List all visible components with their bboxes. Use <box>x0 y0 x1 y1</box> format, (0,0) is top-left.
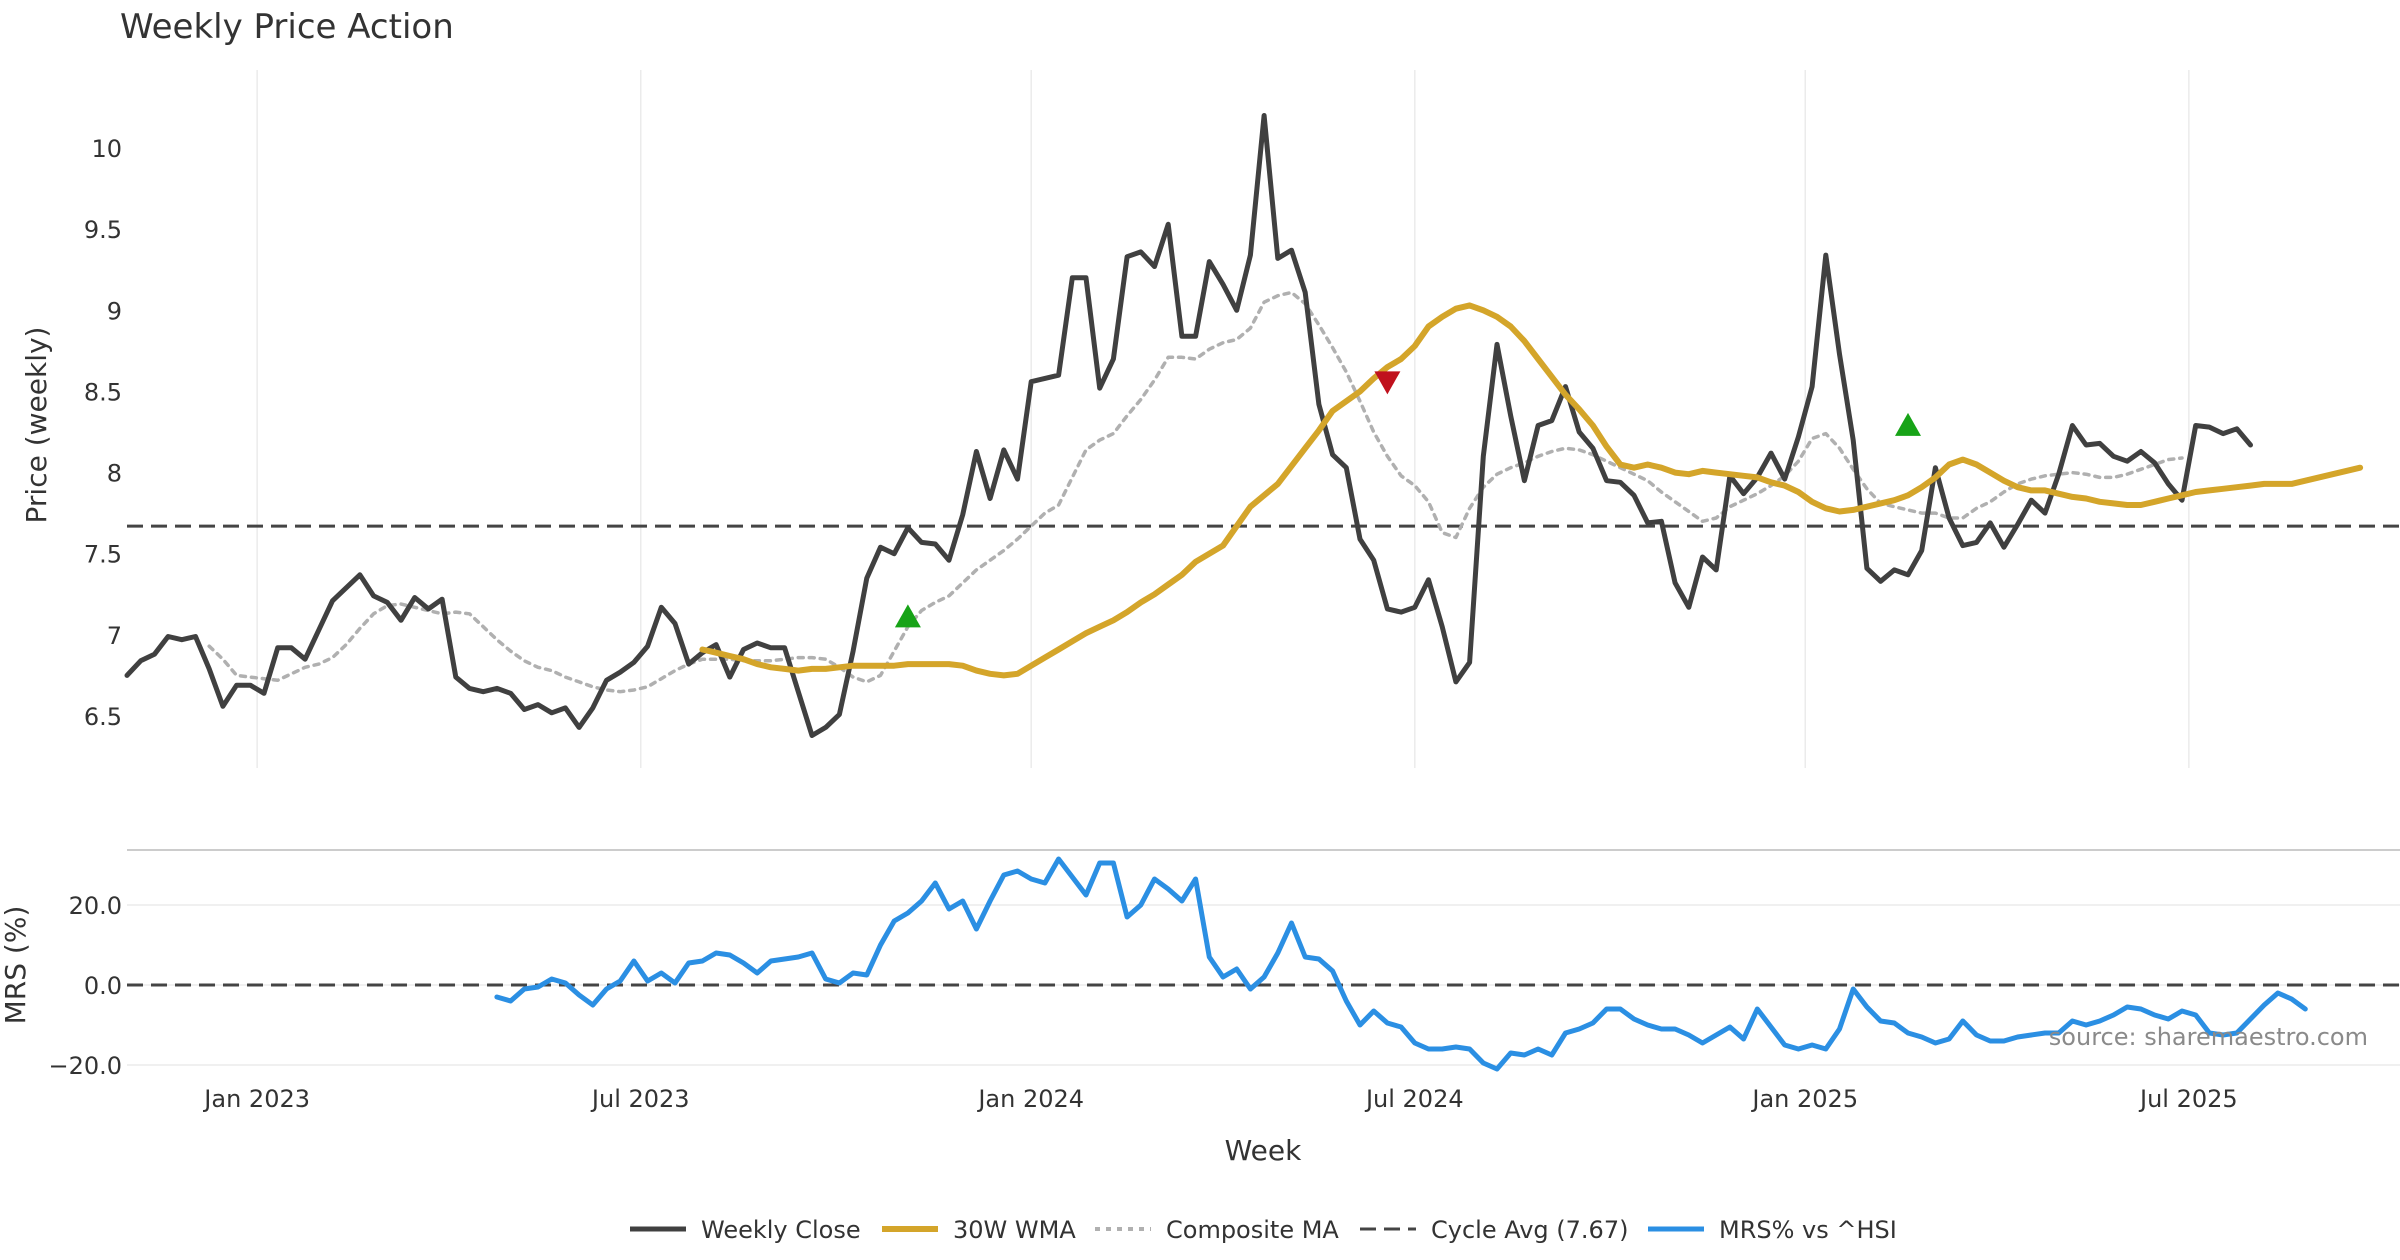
x-tick-label: Jan 2024 <box>976 1085 1084 1113</box>
buy-signal-marker <box>894 604 921 628</box>
price-ytick-label: 7 <box>107 622 122 650</box>
legend-label-wma: 30W WMA <box>953 1216 1076 1244</box>
wma-30w-line <box>699 302 2364 679</box>
legend-label-composite: Composite MA <box>1166 1216 1339 1244</box>
x-axis-title: Week <box>1225 1134 1302 1167</box>
legend-label-cycle: Cycle Avg (7.67) <box>1431 1216 1628 1244</box>
buy-signal-marker <box>1895 412 1921 436</box>
weekly-close-line <box>124 113 2253 738</box>
price-y-axis-title: Price (weekly) <box>20 327 53 524</box>
legend: Weekly Close 30W WMA Composite MA Cycle Avg… <box>630 1216 1897 1244</box>
price-ytick-label: 9.5 <box>84 216 122 244</box>
price-ytick-label: 6.5 <box>84 703 122 731</box>
x-tick-label: Jan 2025 <box>1750 1085 1858 1113</box>
legend-label-mrs: MRS% vs ^HSI <box>1719 1216 1897 1244</box>
mrs-y-axis-title: MRS (%) <box>0 906 32 1025</box>
x-axis: Jan 2023 Jul 2023 Jan 2024 Jul 2024 Jan 2025… <box>202 1085 2237 1113</box>
legend-label-close: Weekly Close <box>701 1216 861 1244</box>
price-ytick-label: 8.5 <box>84 378 122 406</box>
x-tick-label: Jul 2025 <box>2138 1085 2238 1113</box>
price-ytick-label: 7.5 <box>84 541 122 569</box>
source-attribution: source: sharemaestro.com <box>2049 1023 2368 1051</box>
price-ytick-label: 8 <box>107 460 122 488</box>
mrs-ytick-label: 20.0 <box>69 892 122 920</box>
price-ytick-label: 10 <box>91 135 122 163</box>
composite-ma-line <box>207 290 2184 694</box>
mrs-panel: 20.0 0.0 −20.0 MRS (%) <box>0 856 2400 1080</box>
x-tick-label: Jul 2023 <box>590 1085 690 1113</box>
mrs-ytick-label: −20.0 <box>48 1052 122 1080</box>
price-panel: 6.5 7 7.5 8 8.5 9 9.5 10 Price (weekly) <box>20 70 2400 768</box>
mrs-ytick-label: 0.0 <box>84 972 122 1000</box>
x-tick-label: Jan 2023 <box>202 1085 310 1113</box>
price-ytick-label: 9 <box>107 297 122 325</box>
x-tick-label: Jul 2024 <box>1364 1085 1464 1113</box>
mrs-line <box>494 856 2308 1072</box>
chart-title: Weekly Price Action <box>120 7 454 47</box>
sell-signal-marker <box>1374 371 1401 395</box>
